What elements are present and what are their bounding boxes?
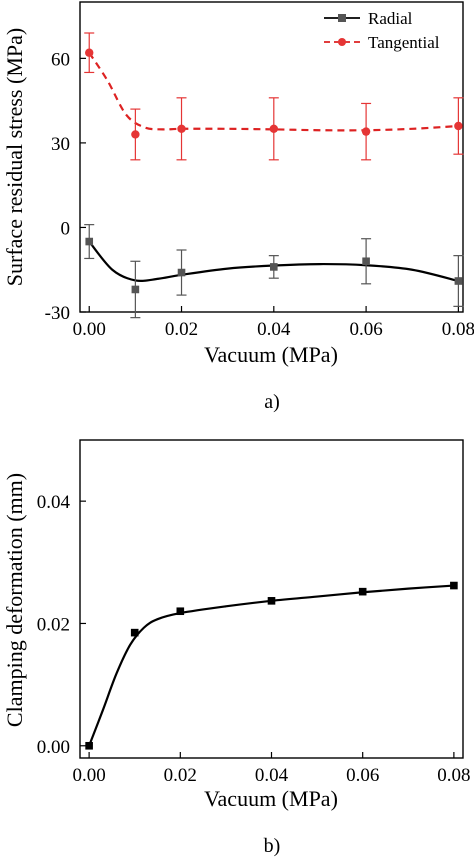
legend-label-radial: Radial: [368, 9, 413, 28]
x-tick-label-a: 0.08: [442, 319, 474, 340]
series-data-b-point: [358, 587, 367, 596]
series-data-b-point: [130, 628, 139, 637]
panel-b: 0.00 0.02 0.04 0.06 0.08 0.00 0.02 0.04 Vacuum…: [2, 439, 471, 857]
y-axis-label-b: Clamping deformation (mm): [2, 473, 27, 727]
y-tick-label-b: 0.00: [37, 737, 70, 758]
x-tick-label-a: 0.04: [257, 319, 291, 340]
panel-label-a: a): [264, 391, 280, 413]
series-radial-a-point: [131, 285, 140, 294]
legend-label-tangential: Tangential: [368, 33, 440, 52]
legend-marker-tangential: [338, 38, 346, 46]
series-tangential-a-point: [454, 121, 463, 131]
series-data-b-point: [267, 597, 276, 605]
x-tick-label-b: 0.04: [255, 765, 289, 786]
x-tick-label-a: 0.02: [165, 319, 198, 340]
x-tick-label-b: 0.08: [437, 765, 470, 786]
x-tick-label-b: 0.00: [72, 765, 105, 786]
y-tick-label-a: 0: [61, 218, 71, 239]
y-axis-label-a: Surface residual stress (MPa): [2, 28, 27, 286]
series-radial-a-point: [85, 237, 94, 246]
x-tick-label-b: 0.02: [164, 765, 197, 786]
series-tangential-a-point: [269, 124, 279, 134]
y-tick-label-a: -30: [45, 303, 70, 324]
series-tangential-a-point: [361, 127, 371, 136]
panel-a: 0.00 0.02 0.04 0.06 0.08 -30 0 30 60 Vacuum (MP…: [2, 1, 474, 413]
series-radial-a-point: [270, 263, 278, 271]
y-tick-label-a: 30: [51, 134, 70, 155]
series-tangential-a-point: [85, 48, 94, 57]
series-data-b-point: [450, 581, 458, 590]
series-radial-a-fit-line: [88, 240, 459, 283]
y-tick-label-a: 60: [51, 49, 70, 70]
series-data-b-point: [176, 607, 185, 616]
series-radial-a-point: [454, 277, 463, 285]
x-axis-label-a: Vacuum (MPa): [204, 342, 338, 367]
legend-marker-radial: [338, 14, 346, 22]
series-radial-a-point: [177, 268, 186, 277]
series-radial-a-point: [362, 257, 370, 266]
y-tick-label-b: 0.02: [37, 614, 70, 635]
plot-frame-a: [79, 1, 464, 313]
x-tick-label-b: 0.06: [346, 765, 379, 786]
series-tangential-a-point: [131, 130, 140, 139]
series-tangential-a-point: [177, 124, 186, 134]
series-data-b-point: [85, 741, 93, 750]
x-axis-label-b: Vacuum (MPa): [204, 786, 338, 811]
y-tick-label-b: 0.04: [37, 492, 71, 513]
x-tick-label-a: 0.06: [349, 319, 382, 340]
x-tick-label-a: 0.00: [73, 319, 106, 340]
panel-label-b: b): [264, 835, 281, 857]
series-data-b-fit-line: [88, 584, 454, 747]
legend: Radial Tangential: [324, 9, 440, 52]
